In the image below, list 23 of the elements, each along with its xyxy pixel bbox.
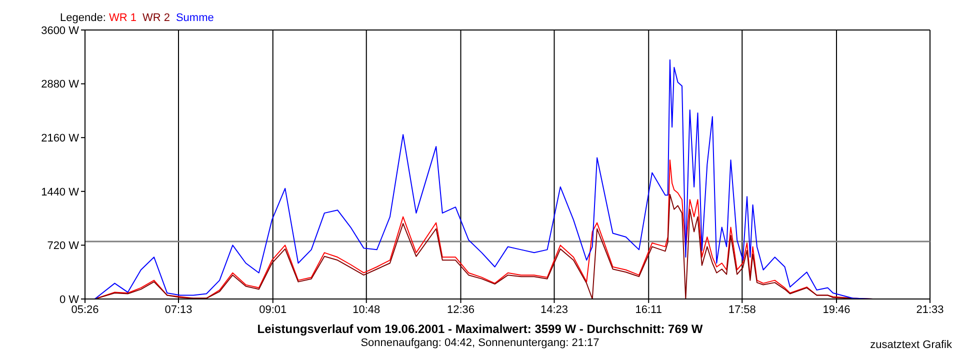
y-tick-label: 1440 W — [41, 186, 80, 198]
y-tick-label: 720 W — [47, 240, 80, 252]
x-tick-label: 05:26 — [71, 304, 99, 316]
x-tick-label: 17:58 — [728, 304, 756, 316]
y-tick-label: 2880 W — [41, 78, 80, 91]
text: Sonnenaufgang: 04:42, Sonnenuntergang: 21:17 — [360, 337, 600, 349]
x-tick-label: 12:36 — [446, 304, 475, 316]
x-tick-label: 21:33 — [916, 304, 944, 316]
text: WR 1 — [108, 12, 136, 24]
x-tick-label: 10:48 — [352, 304, 380, 316]
legend-title: Legende: — [60, 12, 107, 24]
text: Summe — [176, 12, 214, 24]
x-tick-label: 09:01 — [259, 304, 287, 316]
x-tick-label: 14:23 — [540, 304, 568, 316]
y-tick-label: 2160 W — [41, 132, 80, 145]
y-tick-label: 3600 W — [41, 24, 80, 37]
x-tick-label: 07:13 — [164, 304, 192, 316]
x-tick-label: 16:11 — [635, 304, 662, 316]
x-tick-label: 19:46 — [822, 304, 850, 316]
text: Leistungsverlauf vom 19.06.2001 - Maximalwert: 3599 W - Durchschnitt: 769 W — [256, 322, 704, 336]
text: WR 2 — [142, 12, 170, 24]
y-tick-label: 0 W — [59, 294, 80, 306]
text: zusatztext Grafik — [870, 339, 952, 351]
